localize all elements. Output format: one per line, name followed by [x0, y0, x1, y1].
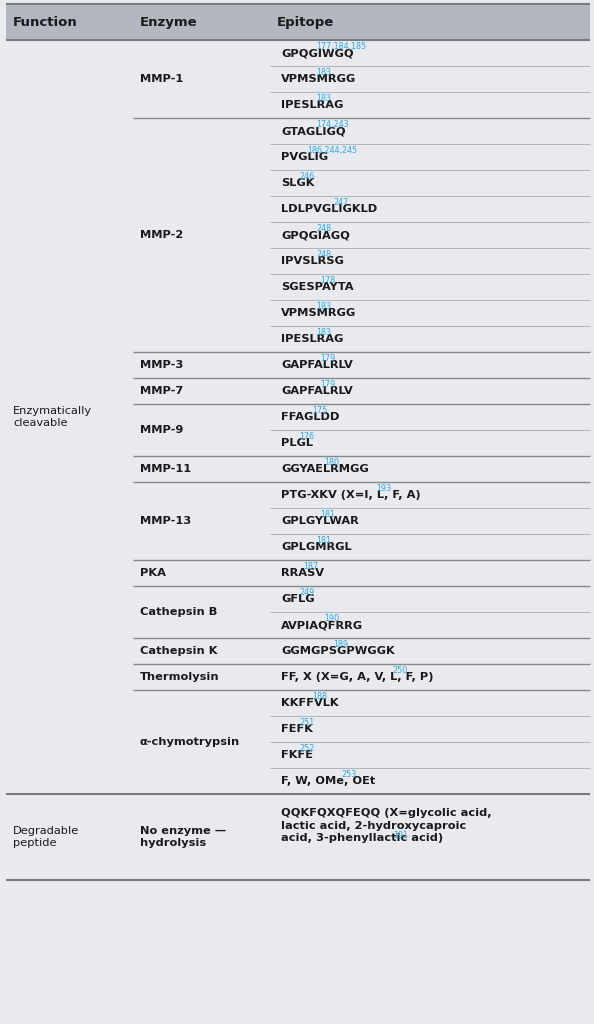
Text: Thermolysin: Thermolysin	[140, 672, 220, 682]
Text: PKA: PKA	[140, 568, 166, 578]
Text: 181: 181	[320, 510, 336, 519]
Text: MMP-11: MMP-11	[140, 464, 191, 474]
Text: MMP-13: MMP-13	[140, 516, 191, 526]
Text: Function: Function	[13, 16, 78, 30]
Text: VPMSMRGG: VPMSMRGG	[281, 308, 356, 318]
Text: Enzymatically
cleavable: Enzymatically cleavable	[13, 407, 92, 428]
Text: SGESPAYTA: SGESPAYTA	[281, 282, 353, 292]
Text: 177,184,185: 177,184,185	[316, 42, 366, 51]
Text: MMP-2: MMP-2	[140, 230, 184, 240]
Text: 179: 179	[320, 354, 336, 362]
Text: GGYAELRMGG: GGYAELRMGG	[281, 464, 369, 474]
Text: GAPFALRLV: GAPFALRLV	[281, 386, 353, 396]
Text: SLGK: SLGK	[281, 178, 314, 188]
Text: F, W, OMe, OEt: F, W, OMe, OEt	[281, 776, 375, 786]
Text: QQKFQXQFEQQ (X=glycolic acid,: QQKFQXQFEQQ (X=glycolic acid,	[281, 808, 492, 818]
Text: FFAGLDD: FFAGLDD	[281, 412, 340, 422]
Text: Epitope: Epitope	[277, 16, 334, 30]
Text: 186,244,245: 186,244,245	[308, 146, 358, 155]
Text: 252: 252	[299, 744, 314, 753]
Text: MMP-9: MMP-9	[140, 425, 184, 435]
Text: No enzyme —
hydrolysis: No enzyme — hydrolysis	[140, 826, 226, 848]
Text: Cathepsin K: Cathepsin K	[140, 646, 217, 656]
Text: IPVSLRSG: IPVSLRSG	[281, 256, 344, 266]
Text: GAPFALRLV: GAPFALRLV	[281, 360, 353, 370]
Text: 189: 189	[333, 640, 348, 649]
Text: 180: 180	[325, 458, 340, 467]
Text: 181: 181	[316, 536, 331, 545]
Text: 250: 250	[393, 666, 408, 675]
Text: 190: 190	[325, 614, 340, 623]
Text: 179: 179	[320, 380, 336, 389]
Text: LDLPVGLIGKLD: LDLPVGLIGKLD	[281, 204, 377, 214]
Text: GGMGPSGPWGGK: GGMGPSGPWGGK	[281, 646, 395, 656]
Text: 176: 176	[299, 432, 314, 441]
Text: Degradable
peptide: Degradable peptide	[13, 826, 79, 848]
Text: FEFK: FEFK	[281, 724, 313, 734]
Text: 183: 183	[316, 68, 331, 77]
Text: GFLG: GFLG	[281, 594, 315, 604]
Text: α-chymotrypsin: α-chymotrypsin	[140, 737, 240, 746]
Text: 183: 183	[316, 328, 331, 337]
Text: KKFFVLK: KKFFVLK	[281, 698, 339, 708]
Text: GTAGLIGQ: GTAGLIGQ	[281, 126, 346, 136]
Text: 247: 247	[333, 198, 349, 207]
Text: RRASV: RRASV	[281, 568, 324, 578]
Text: GPLGYLWAR: GPLGYLWAR	[281, 516, 359, 526]
Text: VPMSMRGG: VPMSMRGG	[281, 74, 356, 84]
Text: GPQGIAGQ: GPQGIAGQ	[281, 230, 350, 240]
Text: 246: 246	[299, 172, 314, 181]
Text: IPESLRAG: IPESLRAG	[281, 100, 343, 110]
Text: Enzyme: Enzyme	[140, 16, 198, 30]
Text: 248: 248	[316, 224, 331, 233]
Text: 248: 248	[316, 250, 331, 259]
Bar	[6, 40, 590, 880]
Text: FKFE: FKFE	[281, 750, 313, 760]
Text: 174,243: 174,243	[316, 120, 349, 129]
Text: 249: 249	[299, 588, 314, 597]
Text: lactic acid, 2-hydroxycaproic: lactic acid, 2-hydroxycaproic	[281, 820, 466, 830]
Text: IPESLRAG: IPESLRAG	[281, 334, 343, 344]
Text: PTG-XKV (X=I, L, F, A): PTG-XKV (X=I, L, F, A)	[281, 490, 421, 500]
Text: 183: 183	[316, 302, 331, 311]
Text: MMP-1: MMP-1	[140, 74, 184, 84]
Text: 251: 251	[299, 718, 314, 727]
Text: 187: 187	[304, 562, 318, 571]
Text: acid, 3-phenyllactic acid): acid, 3-phenyllactic acid)	[281, 833, 443, 843]
Text: 178: 178	[320, 276, 336, 285]
Text: PVGLIG: PVGLIG	[281, 152, 328, 162]
Text: 191: 191	[393, 830, 408, 840]
Text: AVPIAQFRRG: AVPIAQFRRG	[281, 620, 363, 630]
Text: 188: 188	[312, 692, 327, 701]
Text: GPLGMRGL: GPLGMRGL	[281, 542, 352, 552]
Text: 183: 183	[316, 94, 331, 103]
Text: GPQGIWGQ: GPQGIWGQ	[281, 48, 353, 58]
Text: 253: 253	[342, 770, 357, 779]
Text: PLGL: PLGL	[281, 438, 313, 449]
Text: MMP-3: MMP-3	[140, 360, 184, 370]
Bar	[6, 4, 590, 40]
Text: 175: 175	[312, 406, 327, 415]
Text: MMP-7: MMP-7	[140, 386, 184, 396]
Text: 193: 193	[376, 484, 391, 493]
Text: FF, X (X=G, A, V, L, F, P): FF, X (X=G, A, V, L, F, P)	[281, 672, 434, 682]
Text: Cathepsin B: Cathepsin B	[140, 607, 217, 617]
